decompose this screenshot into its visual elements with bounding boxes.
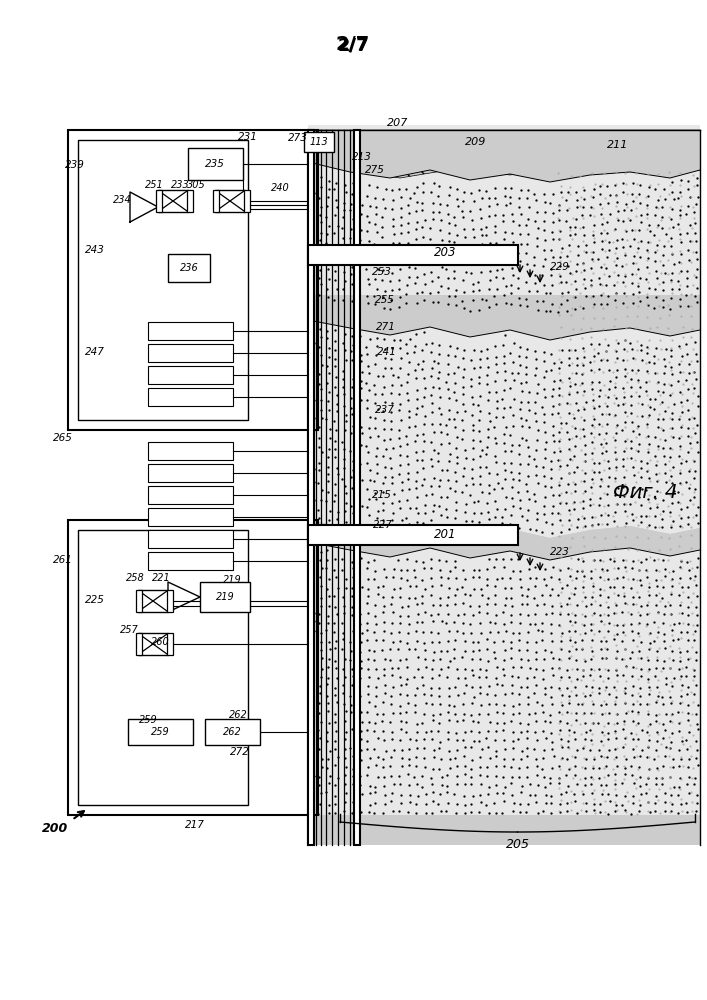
- Bar: [156, 190, 162, 212]
- Text: 247: 247: [85, 347, 105, 357]
- Text: 272: 272: [230, 747, 250, 757]
- Text: 235: 235: [205, 159, 225, 169]
- Bar: [304, 132, 334, 152]
- Bar: [354, 130, 360, 845]
- Text: 251: 251: [145, 180, 163, 190]
- Text: 305: 305: [187, 180, 205, 190]
- Text: 213: 213: [352, 152, 372, 162]
- Text: 211: 211: [607, 140, 629, 150]
- Text: 219: 219: [223, 575, 241, 585]
- Text: 239: 239: [65, 160, 85, 170]
- Bar: [148, 530, 233, 548]
- Text: 233: 233: [170, 180, 189, 190]
- Bar: [148, 464, 233, 482]
- Bar: [148, 366, 233, 384]
- Polygon shape: [308, 298, 700, 340]
- Text: 203: 203: [434, 246, 456, 259]
- Bar: [148, 508, 233, 526]
- Text: 261: 261: [53, 555, 73, 565]
- Bar: [68, 130, 318, 430]
- Text: 234: 234: [112, 195, 132, 205]
- Text: 227: 227: [373, 520, 393, 530]
- Bar: [215, 190, 245, 212]
- Text: 258: 258: [126, 573, 144, 583]
- Text: 201: 201: [434, 528, 456, 542]
- Text: 205: 205: [506, 838, 530, 850]
- Text: 2/7: 2/7: [337, 36, 369, 54]
- Text: 255: 255: [375, 295, 395, 305]
- Text: 241: 241: [377, 347, 397, 357]
- Bar: [308, 245, 518, 265]
- Bar: [148, 552, 233, 570]
- Bar: [308, 130, 314, 845]
- Text: 2/7: 2/7: [336, 35, 370, 54]
- Text: 253: 253: [372, 267, 392, 277]
- Text: 237: 237: [375, 405, 395, 415]
- Text: 209: 209: [465, 137, 486, 147]
- Bar: [188, 148, 243, 180]
- Text: 265: 265: [53, 433, 73, 443]
- Polygon shape: [308, 520, 700, 560]
- Bar: [148, 322, 233, 340]
- Bar: [78, 530, 248, 805]
- Bar: [308, 815, 700, 845]
- Bar: [308, 125, 700, 845]
- Bar: [158, 190, 188, 212]
- Bar: [68, 520, 318, 815]
- Bar: [205, 719, 260, 745]
- Bar: [148, 486, 233, 504]
- Bar: [167, 590, 173, 612]
- Text: 215: 215: [372, 490, 392, 500]
- Bar: [136, 590, 142, 612]
- Bar: [168, 254, 210, 282]
- Bar: [213, 190, 219, 212]
- Bar: [78, 140, 248, 420]
- Text: 259: 259: [139, 715, 158, 725]
- Text: 240: 240: [271, 183, 289, 193]
- Text: 275: 275: [365, 165, 385, 175]
- Bar: [187, 190, 193, 212]
- Text: 225: 225: [85, 595, 105, 605]
- Text: 221: 221: [151, 573, 170, 583]
- Text: 262: 262: [228, 710, 247, 720]
- Text: 217: 217: [185, 820, 205, 830]
- Text: 229: 229: [550, 262, 570, 272]
- Text: 271: 271: [376, 322, 396, 332]
- Bar: [148, 344, 233, 362]
- Bar: [167, 633, 173, 655]
- Bar: [308, 525, 518, 545]
- Text: 207: 207: [387, 118, 409, 128]
- Polygon shape: [308, 130, 700, 178]
- Bar: [148, 388, 233, 406]
- Text: 223: 223: [550, 547, 570, 557]
- Bar: [128, 719, 193, 745]
- Bar: [148, 442, 233, 460]
- Bar: [138, 590, 168, 612]
- Text: 262: 262: [223, 727, 241, 737]
- Text: 113: 113: [310, 137, 328, 147]
- Text: 231: 231: [238, 132, 258, 142]
- Text: Фиг. 4: Фиг. 4: [613, 483, 677, 502]
- Text: 260: 260: [151, 637, 170, 647]
- Text: 236: 236: [180, 263, 199, 273]
- Text: 219: 219: [216, 592, 235, 602]
- Text: 200: 200: [42, 822, 68, 834]
- Text: 257: 257: [119, 625, 139, 635]
- Bar: [244, 190, 250, 212]
- Text: 243: 243: [85, 245, 105, 255]
- Bar: [138, 633, 168, 655]
- Bar: [200, 582, 250, 612]
- Text: 273: 273: [288, 133, 308, 143]
- Bar: [136, 633, 142, 655]
- Text: 259: 259: [151, 727, 170, 737]
